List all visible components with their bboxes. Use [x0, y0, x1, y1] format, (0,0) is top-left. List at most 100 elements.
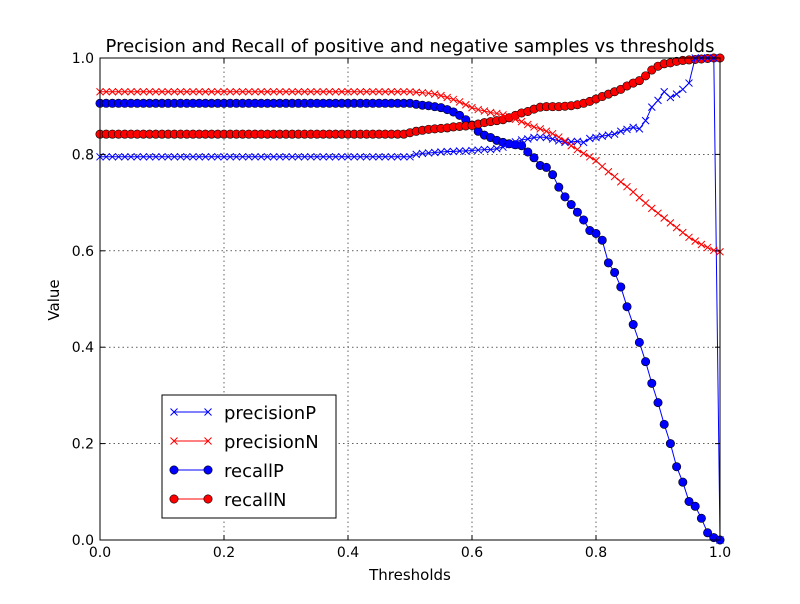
data-point-precisionN [251, 87, 259, 96]
data-point-precisionP [158, 152, 166, 161]
data-point-recallP [628, 320, 638, 330]
legend: precisionP precisionN recallP recallN [161, 394, 337, 519]
data-point-precisionN [275, 87, 284, 96]
data-point-precisionN [492, 109, 501, 118]
data-point-precisionN [232, 87, 241, 96]
data-point-precisionN [282, 87, 290, 96]
data-point-precisionP [604, 131, 613, 139]
legend-marker-recallP [203, 465, 213, 475]
data-point-precisionP [362, 152, 371, 161]
legend-entry: recallN [169, 490, 286, 511]
data-point-precisionP [139, 152, 148, 161]
data-point-precisionP [164, 152, 173, 161]
data-point-precisionP [672, 90, 681, 99]
data-point-precisionP [406, 152, 414, 161]
data-point-precisionN [567, 141, 576, 150]
data-point-precisionP [623, 125, 631, 134]
data-point-precisionN [325, 87, 334, 96]
data-point-precisionN [449, 95, 458, 104]
data-point-precisionN [548, 129, 557, 138]
data-point-precisionP [244, 152, 253, 161]
data-point-precisionP [220, 152, 228, 161]
data-point-precisionP [182, 152, 191, 161]
data-point-precisionN [406, 87, 414, 96]
series-recallP [95, 98, 725, 545]
data-point-recallP [690, 501, 700, 511]
data-point-precisionN [257, 87, 266, 96]
data-point-precisionP [511, 138, 520, 146]
data-point-precisionN [120, 87, 129, 96]
data-point-precisionP [114, 152, 123, 161]
data-point-recallN [634, 76, 644, 86]
data-point-recallP [579, 215, 589, 225]
data-point-precisionN [629, 188, 638, 196]
data-point-precisionN [685, 233, 693, 242]
data-point-precisionN [288, 87, 297, 96]
data-point-precisionN [319, 87, 328, 96]
data-point-precisionP [232, 152, 241, 161]
data-point-precisionN [691, 237, 700, 246]
data-point-recallP [591, 228, 601, 238]
data-point-precisionN [337, 87, 346, 96]
x-tick-label: 1.0 [709, 545, 731, 561]
data-point-precisionN [585, 152, 594, 161]
data-point-precisionN [598, 162, 607, 171]
data-point-precisionP [573, 137, 582, 146]
data-point-precisionP [251, 152, 259, 161]
data-point-precisionP [145, 152, 154, 161]
legend-label: recallP [224, 461, 284, 482]
legend-entry: precisionN [170, 432, 319, 453]
data-point-precisionP [294, 152, 303, 161]
data-point-precisionP [412, 150, 421, 159]
data-point-recallP [647, 378, 657, 388]
data-point-precisionP [300, 152, 309, 161]
data-point-precisionN [610, 172, 619, 181]
data-point-precisionN [195, 87, 204, 96]
data-point-precisionP [207, 152, 216, 161]
data-point-recallP [696, 513, 706, 523]
y-tick-label: 1.0 [72, 51, 94, 67]
data-point-precisionN [368, 87, 377, 96]
data-point-precisionP [542, 133, 551, 142]
data-point-precisionN [114, 87, 123, 96]
data-point-precisionP [610, 130, 619, 139]
data-point-precisionP [325, 152, 334, 161]
data-point-precisionP [443, 147, 452, 156]
data-point-precisionP [474, 146, 483, 154]
y-tick-label: 0.8 [72, 147, 94, 163]
data-point-recallP [603, 258, 613, 268]
data-point-precisionN [654, 209, 662, 218]
data-point-precisionP [151, 152, 160, 161]
data-point-precisionN [344, 87, 352, 96]
data-point-precisionN [127, 87, 135, 96]
series-recallN [95, 53, 725, 139]
data-point-precisionP [127, 152, 135, 161]
data-point-recallP [572, 207, 582, 217]
data-point-precisionN [139, 87, 148, 96]
data-point-precisionN [536, 125, 545, 133]
data-point-precisionN [523, 120, 532, 129]
legend-marker-recallN [169, 494, 179, 504]
data-point-recallP [610, 267, 620, 277]
legend-marker-recallN [203, 494, 213, 504]
data-point-precisionP [647, 103, 656, 112]
data-point-precisionN [182, 87, 191, 96]
data-point-recallP [554, 182, 564, 192]
y-tick-label: 0.0 [72, 533, 94, 549]
data-point-precisionP [337, 152, 346, 161]
data-point-precisionN [350, 87, 359, 96]
data-point-precisionN [468, 103, 476, 112]
data-point-precisionP [685, 79, 693, 87]
data-point-precisionN [331, 87, 340, 96]
data-point-precisionP [350, 152, 359, 161]
data-point-precisionN [412, 88, 421, 97]
data-point-precisionP [505, 140, 514, 149]
x-tick-label: 0.2 [213, 545, 235, 561]
data-point-precisionN [356, 87, 365, 96]
data-point-recallP [703, 528, 713, 538]
data-point-precisionN [399, 87, 408, 96]
data-point-precisionP [585, 134, 594, 143]
data-point-precisionN [592, 156, 600, 165]
legend-label: precisionP [224, 403, 316, 424]
series-precisionN [96, 87, 724, 256]
